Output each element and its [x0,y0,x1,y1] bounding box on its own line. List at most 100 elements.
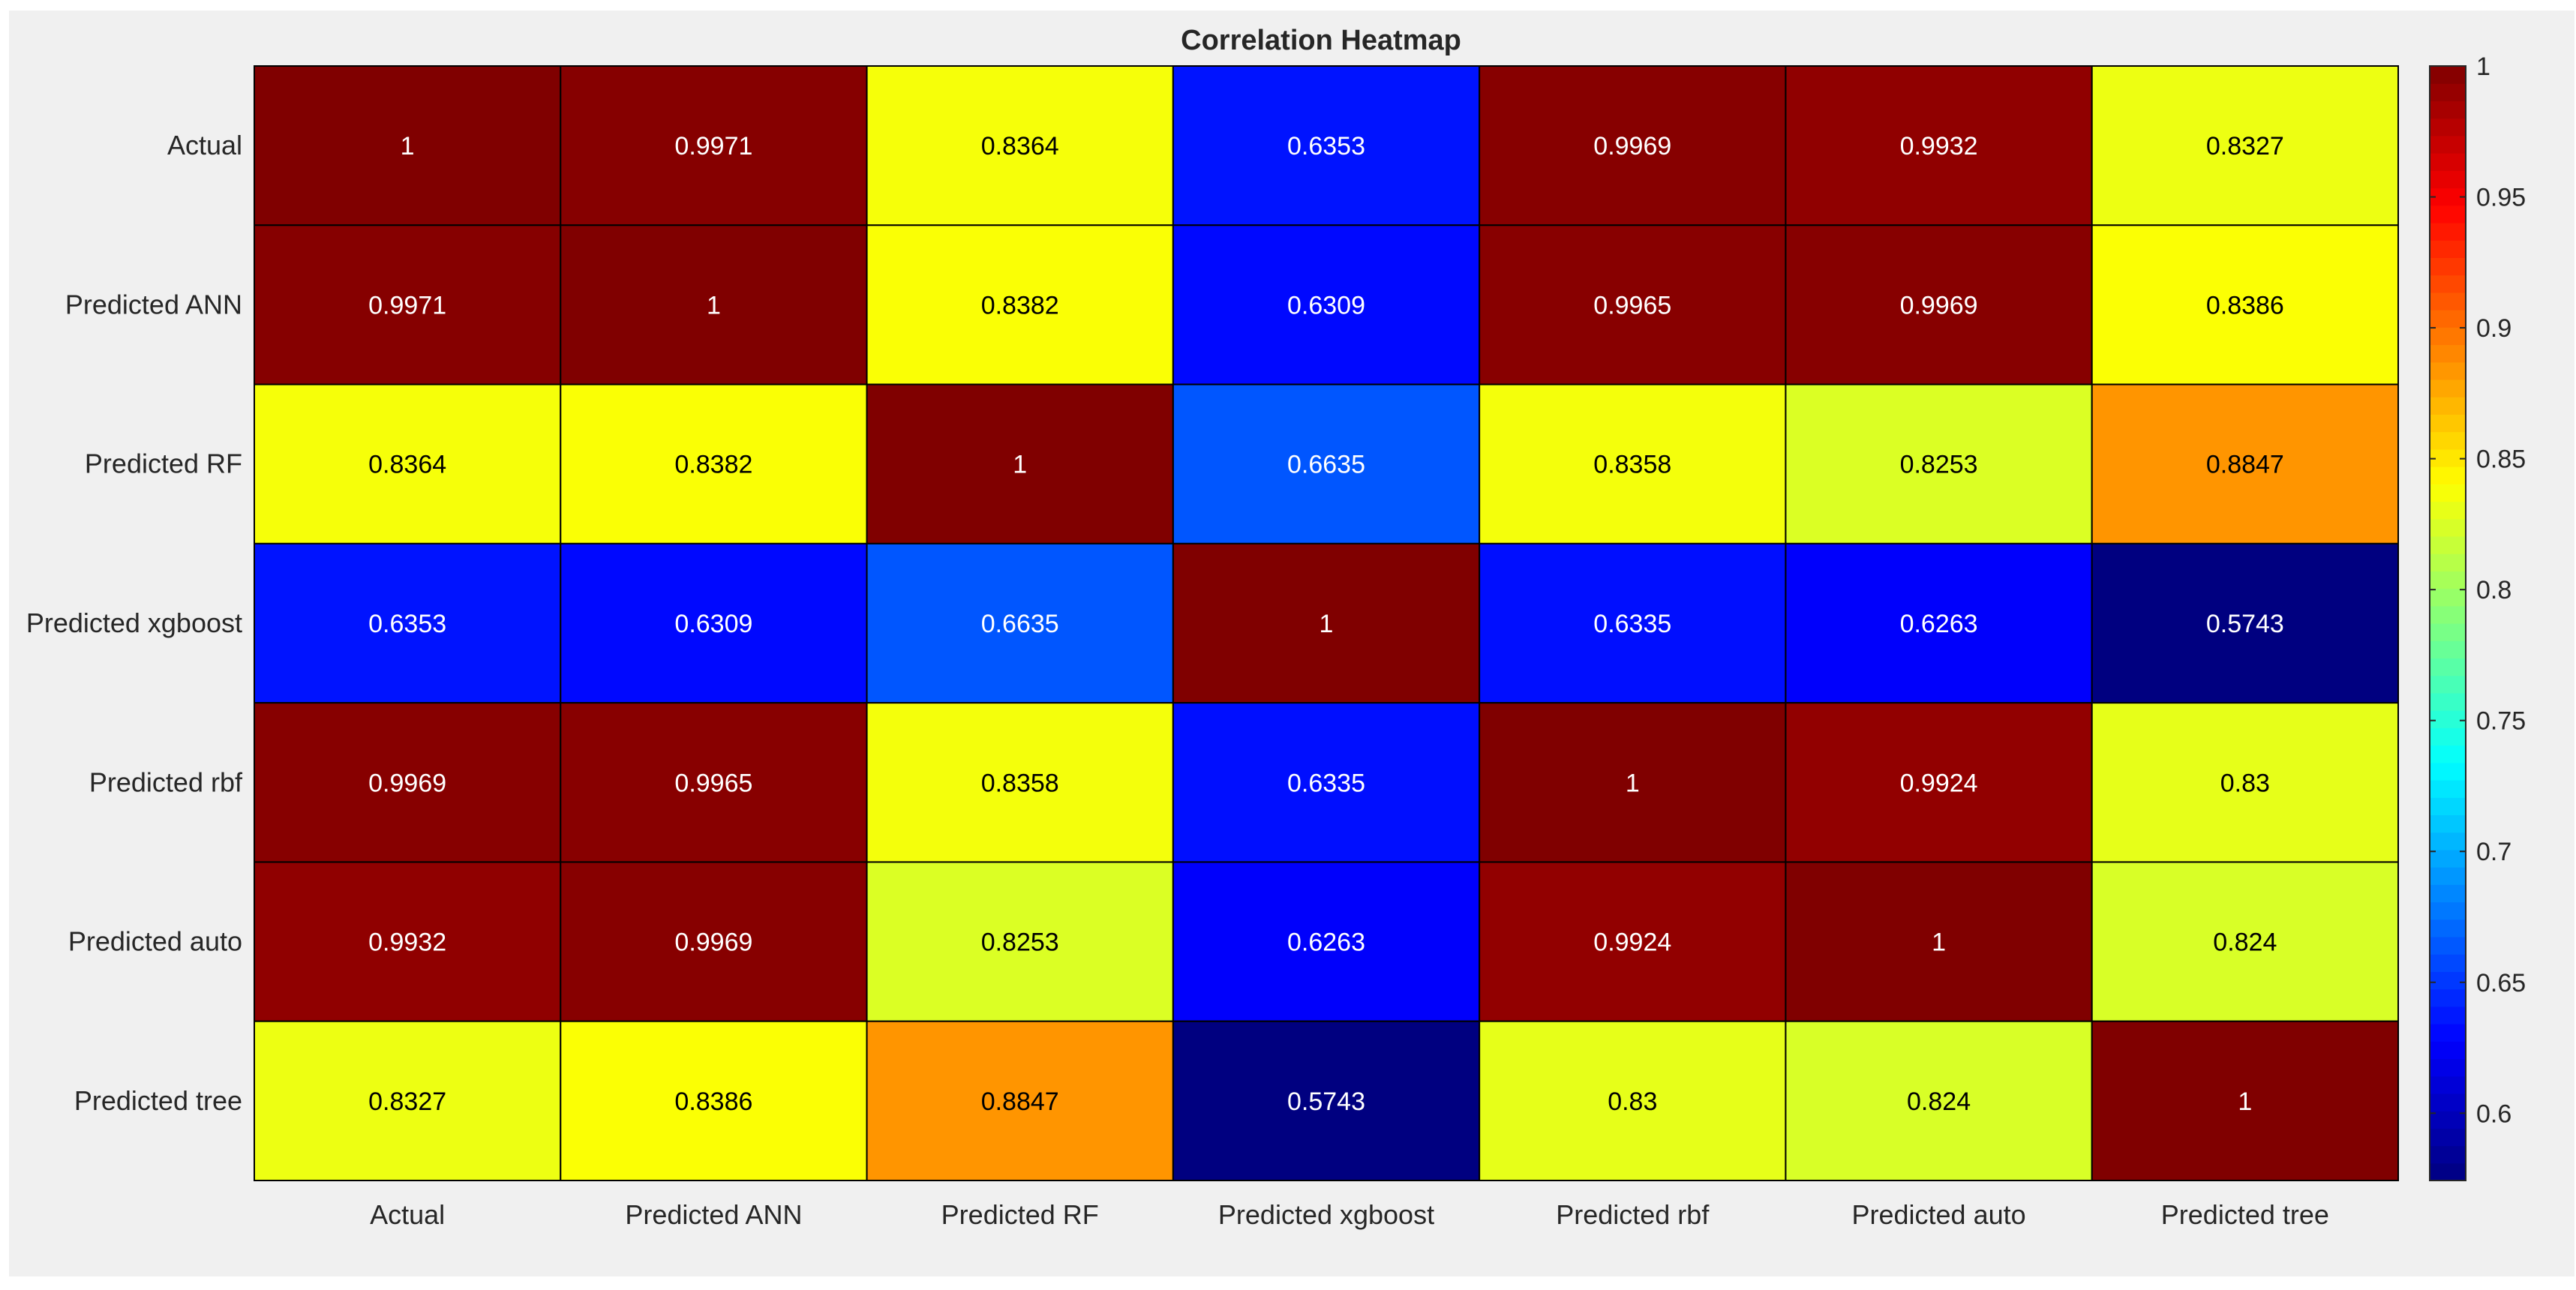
heatmap-cell-value: 0.8382 [981,291,1059,320]
colorbar-segment [2430,397,2466,415]
colorbar-segment [2430,310,2466,328]
colorbar-segment [2430,1024,2466,1042]
heatmap-cell [560,542,868,704]
heatmap-cell-value: 0.8847 [981,1088,1059,1116]
colorbar-segment [2430,554,2466,572]
colorbar-segment [2430,797,2466,816]
colorbar-segment [2430,588,2466,607]
colorbar-segment [2430,571,2466,590]
colorbar-segment [2430,414,2466,433]
colorbar-segment [2430,466,2466,484]
heatmap-cell [1172,383,1481,544]
colorbar-segment [2430,118,2466,136]
colorbar-tick-label: 0.95 [2476,184,2526,212]
colorbar-segment [2430,1162,2466,1181]
heatmap-cell-value: 0.9971 [368,291,446,320]
colorbar-segment [2430,832,2466,850]
heatmap-cell-value: 0.6335 [1593,610,1671,638]
colorbar-segment [2430,849,2466,868]
heatmap-cell [2091,542,2400,704]
colorbar-segment [2430,83,2466,102]
heatmap-cell-value: 0.9932 [368,928,446,957]
x-tick-label: Predicted tree [2161,1199,2329,1230]
heatmap-cell [1785,65,2093,226]
colorbar-tick-label: 0.75 [2476,707,2526,736]
heatmap-cell-value: 0.8327 [2206,132,2284,160]
heatmap-cell [560,65,868,226]
colorbar-segment [2430,1076,2466,1094]
colorbar-segment [2430,971,2466,990]
heatmap-cell-value: 0.6353 [1287,132,1365,160]
colorbar-segment [2430,1128,2466,1147]
heatmap-cell [2091,1020,2400,1181]
heatmap-cell [1479,383,1787,544]
heatmap-cell-value: 0.9969 [674,928,752,957]
heatmap-cell [2091,702,2400,863]
colorbar-segment [2430,675,2466,694]
heatmap-cell-value: 0.6309 [1287,291,1365,320]
colorbar-tick-label: 0.9 [2476,314,2511,343]
colorbar-segment [2430,919,2466,938]
y-tick-label: Actual [167,130,242,160]
heatmap-cell-value: 0.8358 [981,769,1059,797]
heatmap-cell [254,383,562,544]
heatmap-cell [2091,383,2400,544]
y-tick-label: Predicted ANN [65,289,242,320]
heatmap-cell [1479,224,1787,386]
x-tick-label: Predicted ANN [625,1199,802,1230]
heatmap-cell-value: 1 [1013,451,1027,479]
heatmap-cell-value: 0.8253 [1900,451,1978,479]
heatmap-cell-value: 0.9971 [674,132,752,160]
heatmap-cell-value: 0.9969 [1593,132,1671,160]
y-tick-label: Predicted rbf [89,766,243,797]
colorbar-segment [2430,762,2466,781]
colorbar-segment [2430,1006,2466,1024]
heatmap-cell [866,861,1174,1022]
heatmap-cell-value: 0.8358 [1593,451,1671,479]
colorbar-segment [2430,188,2466,206]
colorbar-frame [2429,65,2466,1181]
heatmap-cell-value: 0.83 [2220,769,2270,797]
colorbar-segment [2430,1093,2466,1112]
heatmap-cell-labels: 1 0.9971 0.8364 0.6353 0.9969 0.9932 0.8327 0.9… [368,132,2284,1116]
heatmap-cell-value: 0.6635 [1287,451,1365,479]
heatmap-cell [1172,65,1481,226]
colorbar-segment [2430,728,2466,746]
colorbar-segment [2430,379,2466,398]
heatmap-cell [1785,383,2093,544]
heatmap-cell-value: 0.8253 [981,928,1059,957]
heatmap-cell-value: 0.9932 [1900,132,1978,160]
heatmap-cell-value: 1 [1932,928,1946,957]
heatmap-cell [1172,1020,1481,1181]
y-tick-label: Predicted tree [74,1085,242,1116]
colorbar-segment [2430,222,2466,241]
heatmap-cell-value: 1 [2238,1088,2252,1116]
colorbar-segment [2430,170,2466,189]
heatmap-cell-value: 1 [401,132,415,160]
x-tick-label: Predicted rbf [1556,1199,1710,1230]
heatmap-cell-value: 0.5743 [1287,1088,1365,1116]
heatmap-cell-value: 0.8364 [981,132,1059,160]
colorbar-segment [2430,362,2466,380]
heatmap-cell [1479,1020,1787,1181]
figure-panel: Correlation Heatmap 1 0.9971 0.8364 0.6353 0… [9,10,2574,1276]
colorbar-segment [2430,954,2466,972]
heatmap-cell-value: 1 [1320,610,1334,638]
colorbar-segment [2430,692,2466,711]
colorbar-segment [2430,710,2466,728]
heatmap-cell-value: 0.9924 [1593,928,1671,957]
heatmap-cell-value: 0.5743 [2206,610,2284,638]
heatmap-cell [866,1020,1174,1181]
heatmap-cell [866,224,1174,386]
colorbar-segment [2430,640,2466,659]
heatmap-cell-value: 0.8386 [2206,291,2284,320]
heatmap-cell [1785,1020,2093,1181]
heatmap-cell [1479,861,1787,1022]
heatmap-cell-value: 0.6309 [674,610,752,638]
heatmap-cell-value: 0.8327 [368,1088,446,1116]
colorbar: 0.6 0.65 0.7 0.75 0.8 0.85 0.9 0.95 1 [2429,52,2526,1181]
colorbar-tick-label: 0.8 [2476,576,2511,604]
heatmap-cell-value: 0.6635 [981,610,1059,638]
heatmap-cell [254,861,562,1022]
x-tick-label: Predicted RF [941,1199,1099,1230]
